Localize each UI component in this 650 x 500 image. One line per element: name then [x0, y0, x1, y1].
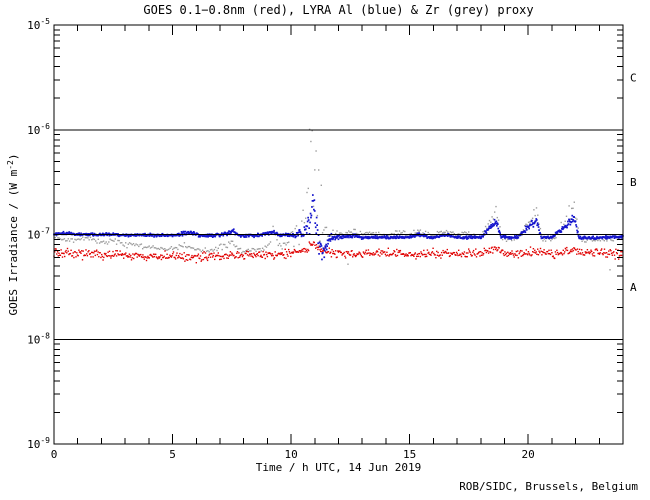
x-tick-label: 15	[403, 448, 416, 461]
y-tick-label: 10-5	[27, 17, 50, 32]
y-tick-label: 10-7	[27, 227, 50, 242]
credit-footer: ROB/SIDC, Brussels, Belgium	[459, 480, 638, 493]
data-points	[53, 128, 624, 271]
y-tick-label: 10-6	[27, 122, 50, 137]
x-tick-label: 20	[522, 448, 535, 461]
series-goes_red	[53, 241, 623, 264]
x-tick-label: 0	[51, 448, 58, 461]
flare-class-label-B: B	[630, 176, 637, 189]
y-axis-label: GOES Irradiance / (W m-2)	[6, 154, 20, 316]
x-axis-label: Time / h UTC, 14 Jun 2019	[255, 461, 422, 474]
flare-class-label-C: C	[630, 71, 637, 84]
y-tick-label: 10-9	[27, 436, 50, 451]
chart-title: GOES 0.1−0.8nm (red), LYRA Al (blue) & Z…	[143, 3, 534, 17]
y-tick-label: 10-8	[27, 331, 50, 346]
x-tick-label: 10	[284, 448, 297, 461]
x-tick-label: 5	[169, 448, 176, 461]
flare-class-label-A: A	[630, 281, 637, 294]
series-lyra_al_blue	[53, 194, 624, 261]
